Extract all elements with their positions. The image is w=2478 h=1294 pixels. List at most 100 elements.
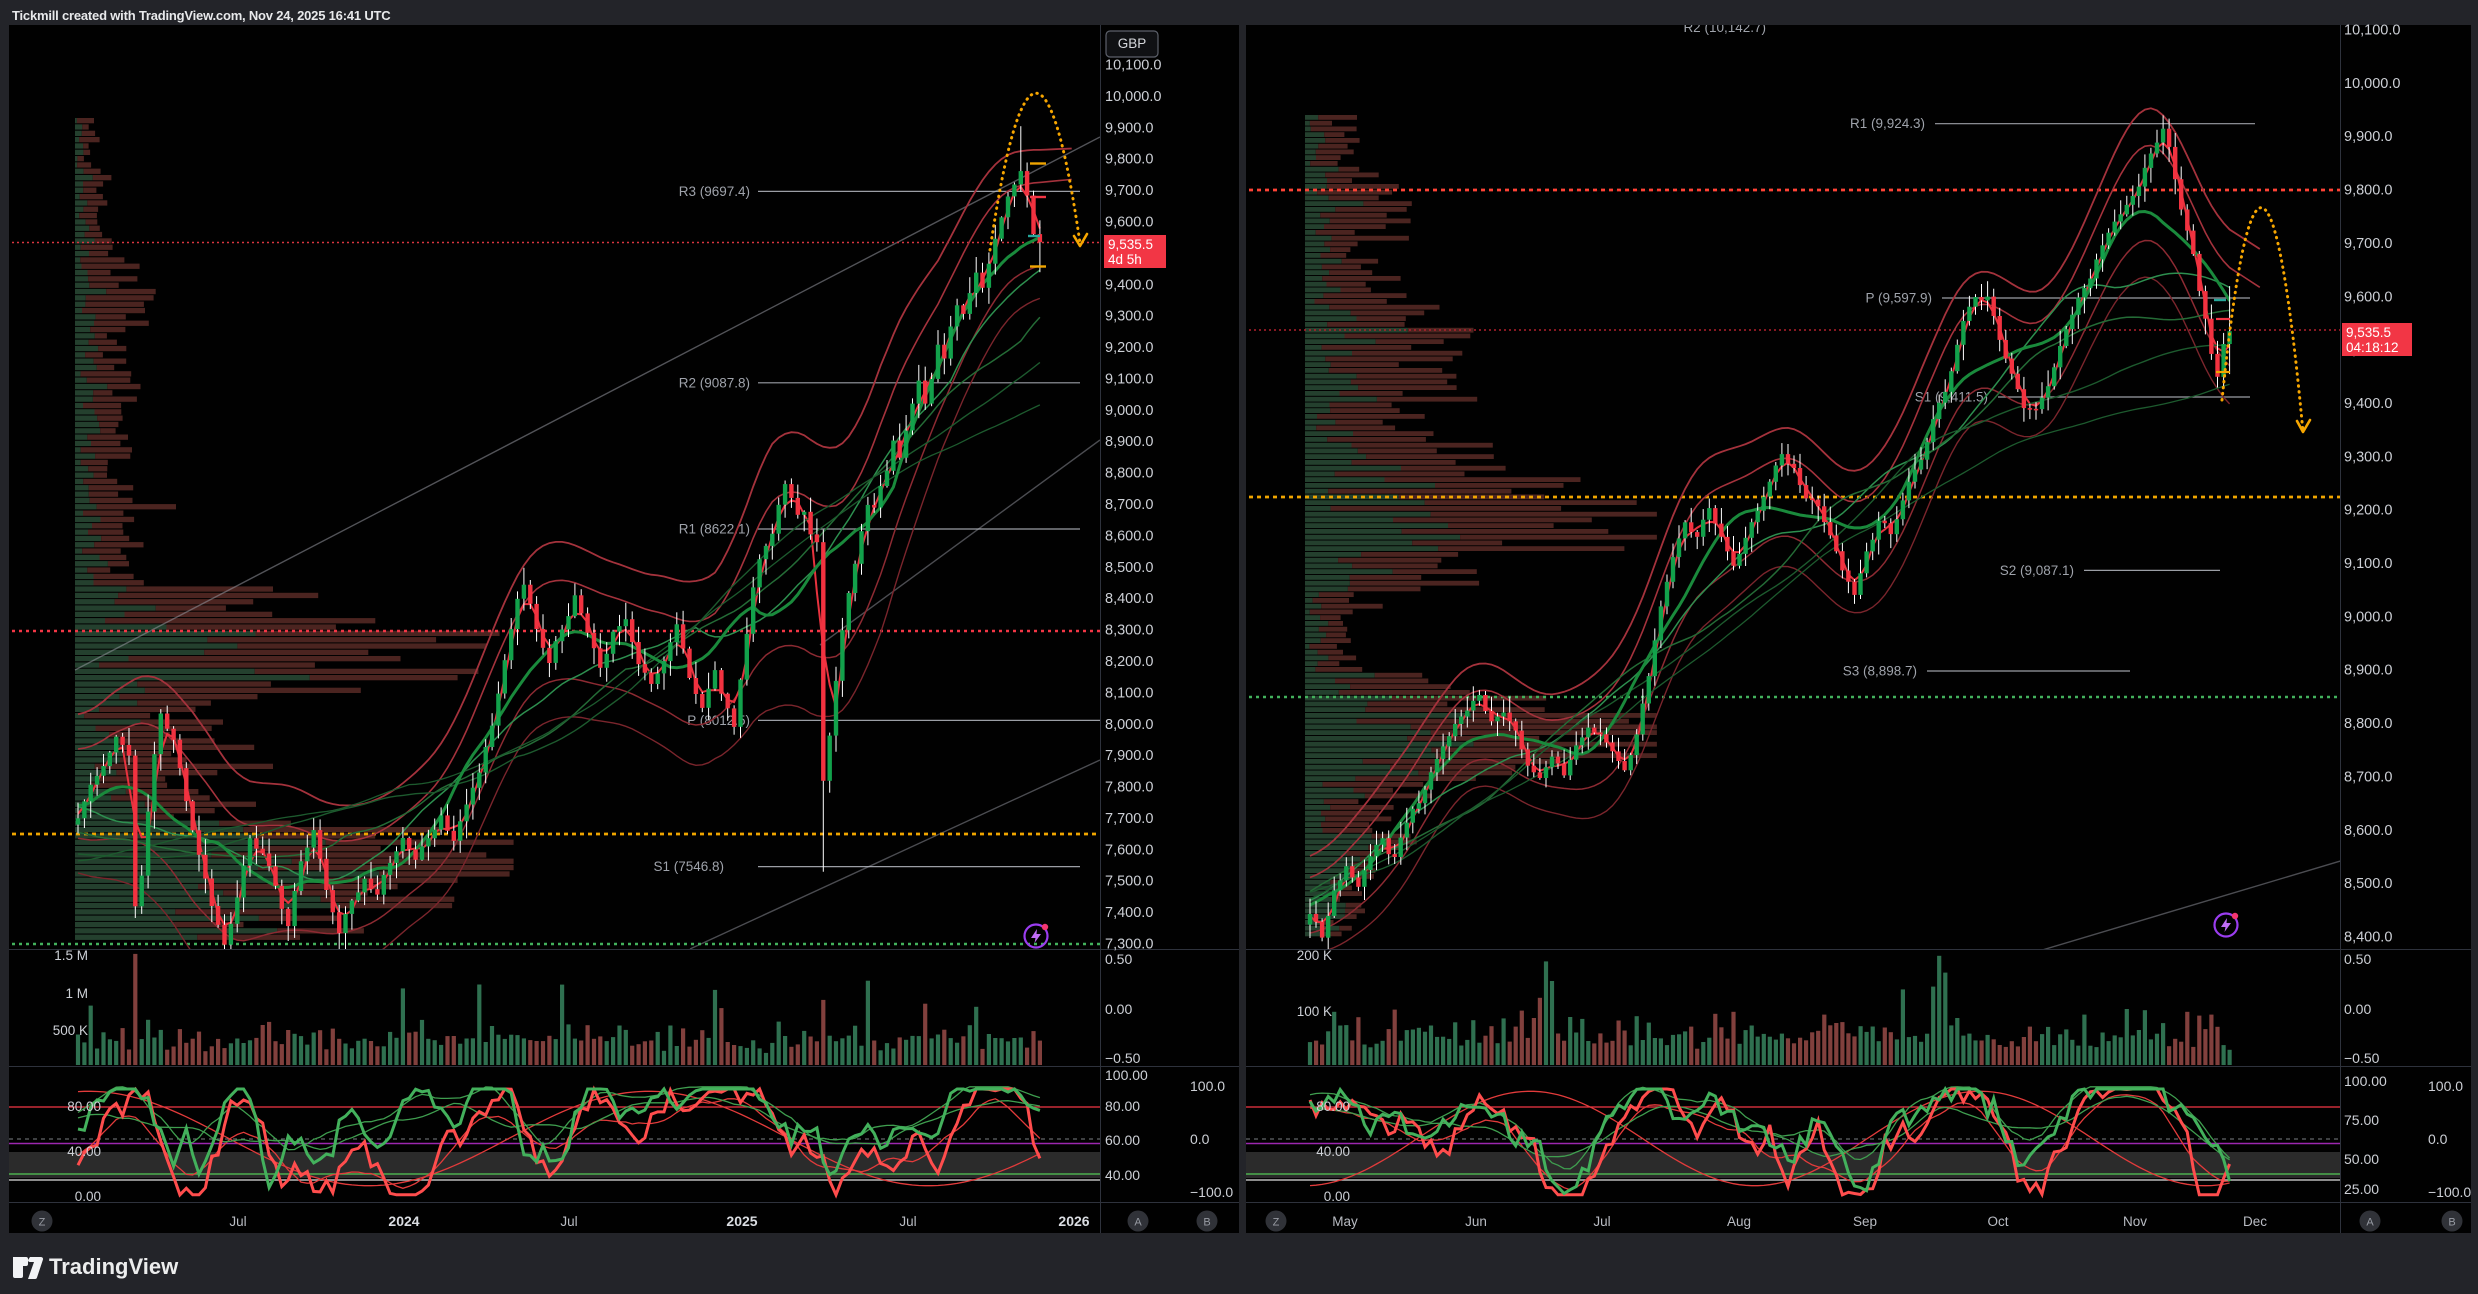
svg-text:500 K: 500 K: [53, 1023, 88, 1038]
svg-text:8,700.0: 8,700.0: [1105, 497, 1153, 513]
svg-text:10,000.0: 10,000.0: [2344, 76, 2400, 92]
svg-text:80.00: 80.00: [1105, 1098, 1140, 1114]
svg-text:0.50: 0.50: [2344, 951, 2371, 967]
svg-text:7,700.0: 7,700.0: [1105, 811, 1153, 827]
svg-text:1.5 M: 1.5 M: [54, 948, 88, 963]
svg-text:9,100.0: 9,100.0: [1105, 371, 1153, 387]
svg-text:9,600.0: 9,600.0: [1105, 215, 1153, 231]
svg-text:R1 (8622.1): R1 (8622.1): [679, 522, 750, 537]
svg-text:7,900.0: 7,900.0: [1105, 748, 1153, 764]
svg-text:9,800.0: 9,800.0: [1105, 152, 1153, 168]
svg-text:2026: 2026: [1058, 1213, 1089, 1229]
svg-text:10,100.0: 10,100.0: [2344, 23, 2400, 39]
svg-text:May: May: [1332, 1214, 1358, 1229]
svg-text:100.0: 100.0: [1190, 1078, 1225, 1094]
svg-text:40.00: 40.00: [1105, 1167, 1140, 1183]
svg-text:8,700.0: 8,700.0: [2344, 769, 2392, 785]
svg-text:8,400.0: 8,400.0: [2344, 930, 2392, 946]
svg-text:60.00: 60.00: [1105, 1132, 1140, 1148]
svg-text:Jul: Jul: [899, 1214, 916, 1229]
svg-text:Aug: Aug: [1727, 1214, 1751, 1229]
svg-text:9,535.5: 9,535.5: [2346, 325, 2391, 340]
svg-text:9,400.0: 9,400.0: [2344, 396, 2392, 412]
svg-text:9,900.0: 9,900.0: [1105, 120, 1153, 136]
svg-text:0.0: 0.0: [1190, 1131, 1210, 1147]
svg-text:7,300.0: 7,300.0: [1105, 937, 1153, 953]
svg-text:0.50: 0.50: [1105, 951, 1132, 967]
svg-text:Nov: Nov: [2123, 1214, 2147, 1229]
svg-text:9,200.0: 9,200.0: [1105, 340, 1153, 356]
svg-text:100.0: 100.0: [2428, 1078, 2463, 1094]
svg-text:B: B: [2448, 1217, 2455, 1229]
svg-text:8,800.0: 8,800.0: [2344, 716, 2392, 732]
svg-text:7,800.0: 7,800.0: [1105, 780, 1153, 796]
svg-text:9,900.0: 9,900.0: [2344, 129, 2392, 145]
svg-text:8,600.0: 8,600.0: [1105, 528, 1153, 544]
svg-text:1 M: 1 M: [65, 986, 88, 1001]
svg-text:2024: 2024: [388, 1213, 419, 1229]
svg-text:−0.50: −0.50: [1105, 1050, 1141, 1066]
svg-text:8,800.0: 8,800.0: [1105, 466, 1153, 482]
svg-text:Jul: Jul: [229, 1214, 246, 1229]
svg-text:Oct: Oct: [1987, 1214, 2008, 1229]
svg-text:9,000.0: 9,000.0: [2344, 609, 2392, 625]
svg-text:9,700.0: 9,700.0: [2344, 236, 2392, 252]
svg-text:Sep: Sep: [1853, 1214, 1877, 1229]
svg-text:9,000.0: 9,000.0: [1105, 403, 1153, 419]
svg-text:2025: 2025: [726, 1213, 757, 1229]
svg-text:Z: Z: [39, 1217, 46, 1229]
svg-text:0.0: 0.0: [2428, 1131, 2448, 1147]
svg-text:9,700.0: 9,700.0: [1105, 183, 1153, 199]
svg-text:S3 (8,898.7): S3 (8,898.7): [1843, 664, 1917, 679]
svg-text:9,300.0: 9,300.0: [1105, 309, 1153, 325]
svg-text:10,100.0: 10,100.0: [1105, 58, 1161, 74]
svg-text:80.00: 80.00: [67, 1099, 101, 1114]
svg-text:0.00: 0.00: [1105, 1001, 1132, 1017]
svg-text:9,100.0: 9,100.0: [2344, 556, 2392, 572]
svg-text:−100.0: −100.0: [1190, 1184, 1233, 1200]
svg-text:TradingView: TradingView: [49, 1254, 179, 1279]
svg-text:9,535.5: 9,535.5: [1108, 237, 1153, 252]
svg-text:8,100.0: 8,100.0: [1105, 685, 1153, 701]
svg-text:7,400.0: 7,400.0: [1105, 905, 1153, 921]
svg-text:40.00: 40.00: [67, 1144, 101, 1159]
svg-text:0.00: 0.00: [2344, 1001, 2371, 1017]
svg-text:−0.50: −0.50: [2344, 1050, 2380, 1066]
svg-text:Jul: Jul: [560, 1214, 577, 1229]
svg-text:9,200.0: 9,200.0: [2344, 503, 2392, 519]
svg-text:8,400.0: 8,400.0: [1105, 591, 1153, 607]
svg-text:200 K: 200 K: [1297, 948, 1332, 963]
svg-text:R2 (10,142.7): R2 (10,142.7): [1683, 20, 1766, 35]
svg-text:7,600.0: 7,600.0: [1105, 842, 1153, 858]
svg-text:10,000.0: 10,000.0: [1105, 89, 1161, 105]
svg-text:R2 (9087.8): R2 (9087.8): [679, 375, 750, 390]
svg-text:R1 (9,924.3): R1 (9,924.3): [1850, 116, 1925, 131]
svg-text:4d 5h: 4d 5h: [1108, 252, 1142, 267]
svg-text:GBP: GBP: [1118, 36, 1147, 51]
svg-text:0.00: 0.00: [75, 1189, 101, 1204]
svg-text:7,500.0: 7,500.0: [1105, 874, 1153, 890]
svg-text:P (9,597.9): P (9,597.9): [1865, 291, 1932, 306]
svg-text:R3 (9697.4): R3 (9697.4): [679, 184, 750, 199]
svg-text:100.00: 100.00: [2344, 1073, 2387, 1089]
svg-text:Jun: Jun: [1465, 1214, 1487, 1229]
svg-text:8,000.0: 8,000.0: [1105, 717, 1153, 733]
svg-text:8,500.0: 8,500.0: [1105, 560, 1153, 576]
svg-text:A: A: [1134, 1217, 1142, 1229]
svg-text:B: B: [1203, 1217, 1210, 1229]
svg-text:25.00: 25.00: [2344, 1181, 2379, 1197]
svg-text:50.00: 50.00: [2344, 1151, 2379, 1167]
svg-text:9,600.0: 9,600.0: [2344, 289, 2392, 305]
svg-text:100.00: 100.00: [1105, 1067, 1148, 1083]
svg-text:A: A: [2366, 1217, 2374, 1229]
svg-text:9,300.0: 9,300.0: [2344, 449, 2392, 465]
svg-text:40.00: 40.00: [1316, 1144, 1350, 1159]
svg-text:0.00: 0.00: [1324, 1189, 1350, 1204]
svg-text:Jul: Jul: [1593, 1214, 1610, 1229]
svg-text:100 K: 100 K: [1297, 1004, 1332, 1019]
svg-text:Tickmill created with TradingV: Tickmill created with TradingView.com, N…: [12, 8, 391, 23]
svg-text:8,300.0: 8,300.0: [1105, 623, 1153, 639]
svg-text:Dec: Dec: [2243, 1214, 2267, 1229]
svg-text:S1 (7546.8): S1 (7546.8): [653, 859, 724, 874]
svg-text:75.00: 75.00: [2344, 1112, 2379, 1128]
